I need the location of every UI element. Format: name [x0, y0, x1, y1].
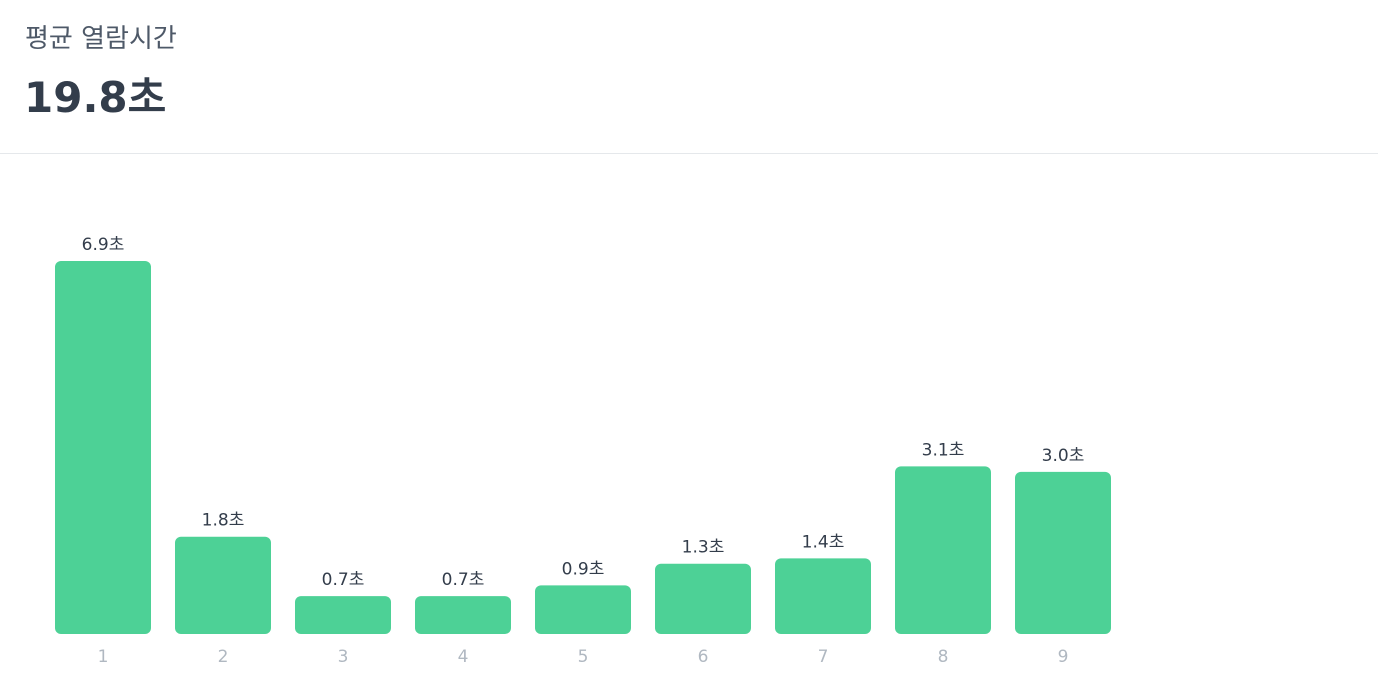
chart-title: 평균 열람시간 [25, 24, 177, 54]
bar [295, 596, 391, 634]
bar [775, 558, 871, 634]
bar [175, 536, 271, 634]
x-tick-label: 4 [458, 647, 469, 667]
x-tick-label: 6 [698, 647, 709, 667]
x-tick-label: 2 [218, 647, 229, 667]
value-label: 3.0초 [1042, 446, 1085, 466]
value-label: 1.3초 [682, 538, 725, 558]
bar [415, 596, 511, 634]
bar [895, 466, 991, 634]
value-label: 0.7초 [442, 570, 485, 590]
x-tick-label: 5 [578, 647, 589, 667]
value-label: 1.4초 [802, 532, 845, 552]
bar [1015, 471, 1111, 634]
bar [55, 261, 151, 634]
value-label: 1.8초 [202, 511, 245, 531]
x-tick-label: 8 [938, 647, 949, 667]
x-tick-label: 3 [338, 647, 349, 667]
divider [0, 153, 1378, 154]
x-tick-label: 1 [98, 647, 109, 667]
bar [655, 563, 751, 634]
x-tick-label: 9 [1058, 647, 1069, 667]
value-label: 6.9초 [82, 235, 125, 255]
x-tick-label: 7 [818, 647, 829, 667]
chart-subtitle: 19.8초 [24, 73, 167, 122]
value-label: 0.7초 [322, 570, 365, 590]
bar [535, 585, 631, 634]
value-label: 3.1초 [922, 440, 965, 460]
value-label: 0.9초 [562, 559, 605, 579]
